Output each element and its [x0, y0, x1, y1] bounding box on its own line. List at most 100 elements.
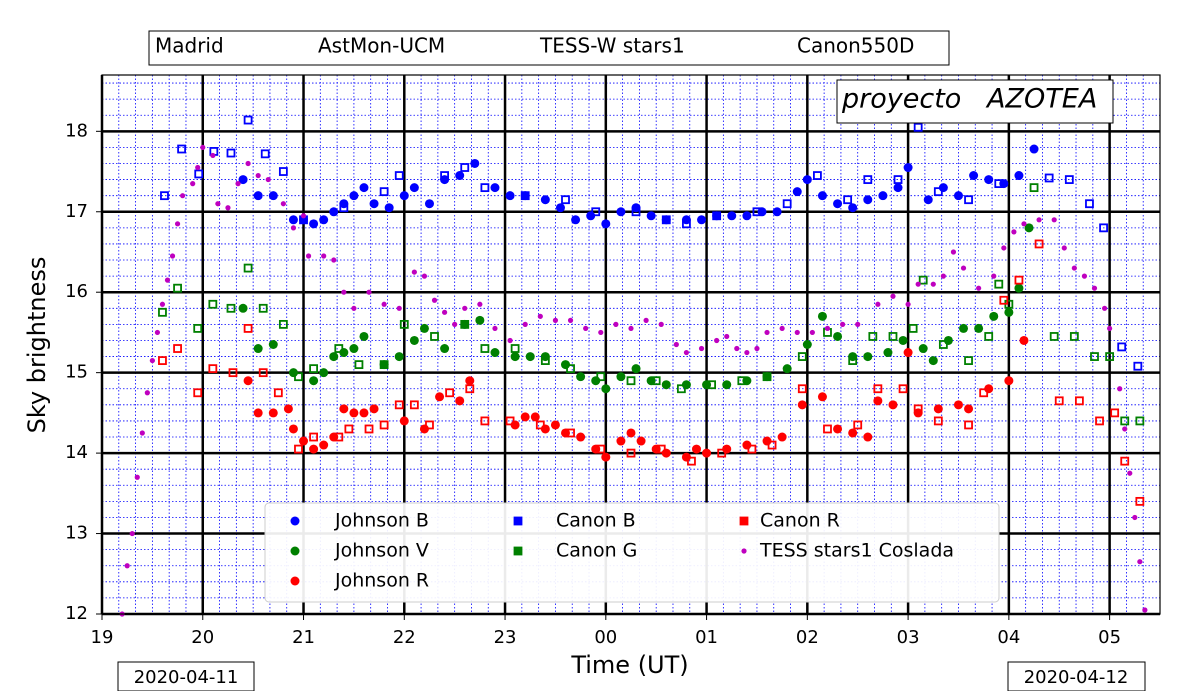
point	[875, 301, 881, 307]
point	[964, 404, 974, 414]
point	[734, 345, 740, 352]
point	[555, 203, 565, 213]
point	[411, 269, 417, 275]
point	[918, 344, 928, 354]
point	[253, 344, 263, 354]
point	[243, 324, 253, 333]
point	[1135, 496, 1145, 506]
point	[1133, 361, 1143, 371]
point	[989, 311, 999, 321]
point	[399, 416, 409, 426]
point	[288, 424, 298, 434]
point	[329, 352, 339, 362]
point	[984, 332, 994, 341]
point	[321, 253, 327, 259]
point	[455, 171, 465, 181]
point	[953, 400, 963, 410]
point	[245, 160, 251, 167]
point	[601, 219, 611, 229]
point	[840, 321, 846, 327]
legend-label: Canon G	[556, 540, 637, 562]
legend-marker	[513, 516, 523, 526]
point	[510, 352, 520, 362]
x-tick-label: 03	[897, 627, 920, 648]
point	[1099, 223, 1108, 233]
point	[717, 448, 727, 458]
point	[238, 175, 248, 185]
point	[576, 432, 586, 442]
point	[273, 388, 283, 398]
point	[905, 301, 911, 307]
point	[626, 376, 636, 386]
point	[566, 364, 575, 374]
point	[930, 281, 936, 287]
point	[294, 444, 303, 454]
point	[173, 344, 182, 353]
x-tick-label: 04	[997, 627, 1020, 648]
point	[898, 384, 908, 394]
point	[994, 279, 1004, 289]
point	[883, 348, 893, 358]
y-tick-label: 14	[65, 442, 88, 463]
point	[268, 340, 278, 349]
point	[1107, 325, 1113, 332]
point	[1105, 352, 1115, 361]
point	[200, 144, 206, 151]
point	[724, 333, 730, 340]
point	[626, 428, 636, 438]
point	[193, 388, 203, 398]
point	[1142, 607, 1148, 613]
point	[691, 444, 701, 454]
point	[530, 412, 540, 422]
point	[243, 376, 253, 386]
point	[399, 191, 409, 201]
point	[794, 329, 800, 336]
point	[1135, 416, 1145, 426]
point	[477, 301, 483, 307]
point	[507, 337, 513, 344]
point	[898, 335, 908, 345]
legend-frame	[264, 502, 1000, 603]
point	[779, 325, 785, 332]
point	[339, 203, 349, 213]
point	[843, 195, 853, 205]
x-tick-label: 02	[796, 627, 819, 648]
y-tick-label: 17	[65, 201, 88, 222]
point	[571, 215, 581, 225]
point	[1132, 514, 1138, 521]
point	[591, 207, 601, 217]
point	[913, 404, 923, 414]
point	[933, 187, 943, 197]
point	[1019, 335, 1029, 345]
point	[552, 317, 559, 323]
point	[520, 412, 530, 422]
point	[309, 219, 319, 229]
point	[210, 152, 216, 159]
header-text: AstMon-UCM	[318, 34, 445, 58]
point	[890, 293, 896, 299]
point	[712, 211, 722, 221]
x-tick-label: 20	[191, 627, 214, 648]
point	[802, 340, 812, 349]
y-tick-label: 13	[65, 523, 88, 544]
point	[873, 396, 883, 406]
point	[535, 420, 545, 430]
x-axis-label: Time (UT)	[570, 651, 688, 679]
point	[158, 356, 167, 365]
point	[601, 384, 611, 394]
point	[797, 352, 807, 361]
point	[462, 305, 468, 311]
point	[522, 321, 528, 327]
point	[777, 432, 787, 442]
point	[1091, 285, 1098, 291]
point	[409, 400, 419, 410]
point	[754, 345, 760, 352]
point	[868, 332, 878, 341]
point	[673, 341, 679, 348]
point	[445, 388, 455, 398]
point	[792, 187, 802, 197]
point	[319, 215, 329, 225]
point	[727, 211, 737, 221]
point	[300, 213, 307, 219]
